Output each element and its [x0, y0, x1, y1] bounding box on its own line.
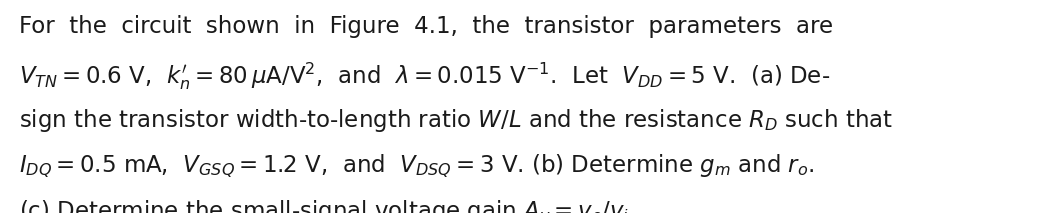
Text: (c) Determine the small-signal voltage gain $A_v = v_o/v_i$.: (c) Determine the small-signal voltage g… — [19, 198, 635, 213]
Text: $I_{DQ} = 0.5$ mA,  $V_{GSQ} = 1.2$ V,  and  $V_{DSQ} = 3$ V. (b) Determine $g_m: $I_{DQ} = 0.5$ mA, $V_{GSQ} = 1.2$ V, an… — [19, 152, 814, 180]
Text: $V_{TN} = 0.6$ V,  $k^{\prime}_{n} = 80\,\mu$A/V$^2$,  and  $\lambda = 0.015$ V$: $V_{TN} = 0.6$ V, $k^{\prime}_{n} = 80\,… — [19, 61, 830, 92]
Text: For  the  circuit  shown  in  Figure  4.1,  the  transistor  parameters  are: For the circuit shown in Figure 4.1, the… — [19, 15, 833, 38]
Text: sign the transistor width-to-length ratio $W/L$ and the resistance $R_D$ such th: sign the transistor width-to-length rati… — [19, 106, 893, 134]
